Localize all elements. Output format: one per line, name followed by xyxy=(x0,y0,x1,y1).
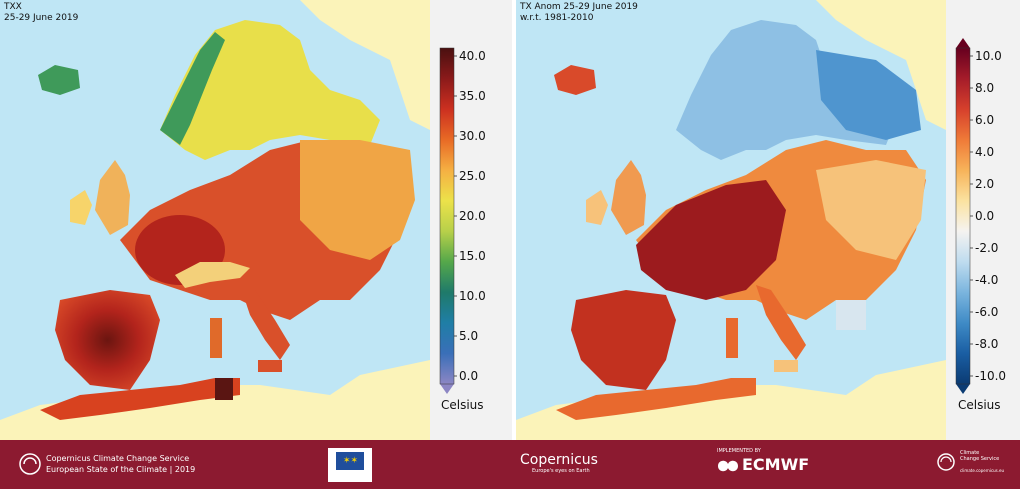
report-name: European State of the Climate | 2019 xyxy=(46,465,196,474)
c3s-label-2: Change Service xyxy=(960,456,1000,462)
tx-anomaly-colorbar-tick-label: -10.0 xyxy=(975,369,1006,383)
txx-map-panel: TXX 25-29 June 2019 40.0 35.0 30.0 25.0 20.0… xyxy=(0,0,512,440)
great-britain xyxy=(95,160,130,235)
c3s-label-1: Climate xyxy=(960,450,980,456)
txx-date: 25-29 June 2019 xyxy=(4,13,79,23)
txx-colorbar-tick-label: 5.0 xyxy=(459,329,478,343)
tx-anomaly-colorbar-tick-label: -8.0 xyxy=(975,337,998,351)
service-name: Copernicus Climate Change Service xyxy=(46,454,190,463)
tx-anomaly-colorbar-tick-label: 6.0 xyxy=(975,113,994,127)
greece-cool xyxy=(836,300,866,330)
tx-anomaly-colorbar-max-extend xyxy=(956,38,970,48)
txx-colorbar-area: 40.0 35.0 30.0 25.0 20.0 15.0 10.0 5.0 0.0 Celsi… xyxy=(430,0,512,440)
ireland xyxy=(70,190,92,225)
txx-colorbar-tick-label: 0.0 xyxy=(459,369,478,383)
north-africa-land xyxy=(40,378,240,420)
tx-anomaly-colorbar-tick-label: 8.0 xyxy=(975,81,994,95)
corsica-sardinia xyxy=(210,318,222,358)
txx-map xyxy=(0,0,430,440)
northwest-russia xyxy=(816,50,921,140)
great-britain xyxy=(611,160,646,235)
iceland xyxy=(554,65,596,95)
iberia xyxy=(571,290,676,390)
eu-commission-logo: ✶✶ xyxy=(328,448,372,482)
txx-colorbar-tick-label: 25.0 xyxy=(459,169,486,183)
copernicus-logo: Copernicus xyxy=(520,452,598,468)
copernicus-tagline: Europe's eyes on Earth xyxy=(532,468,590,474)
eu-flag-icon: ✶✶ xyxy=(336,452,364,470)
tx-anomaly-colorbar-min-extend xyxy=(956,384,970,394)
alps xyxy=(175,262,250,288)
txx-colorbar-min-extend xyxy=(440,384,454,394)
tx-anomaly-colorbar: 10.0 8.0 6.0 4.0 2.0 0.0 -2.0 -4.0 -6.0 -8.0 -10.0 xyxy=(955,38,1006,394)
tx-anomaly-reference: w.r.t. 1981-2010 xyxy=(520,13,594,23)
western-europe-hot xyxy=(636,180,786,300)
ecmwf-logo: ECMWF xyxy=(742,455,810,474)
tx-anomaly-colorbar-area: 10.0 8.0 6.0 4.0 2.0 0.0 -2.0 -4.0 -6.0 -8.0 -10.0… xyxy=(946,0,1020,440)
tx-anomaly-colorbar-tick-label: 10.0 xyxy=(975,49,1002,63)
txx-colorbar-gradient xyxy=(439,47,455,385)
tx-anomaly-colorbar-tick-label: -6.0 xyxy=(975,305,998,319)
tx-anomaly-colorbar-gradient xyxy=(955,47,971,385)
tx-anomaly-colorbar-tick-label: 2.0 xyxy=(975,177,994,191)
c3s-emblem-icon xyxy=(19,453,41,475)
scandinavia xyxy=(676,20,896,160)
tx-anomaly-colorbar-unit: Celsius xyxy=(958,398,1001,412)
txx-colorbar-tick-label: 10.0 xyxy=(459,289,486,303)
north-africa-land xyxy=(556,378,756,420)
tx-anomaly-map xyxy=(516,0,946,440)
norway-coast xyxy=(160,32,225,145)
sicily xyxy=(774,360,798,372)
corsica-sardinia xyxy=(726,318,738,358)
ireland xyxy=(586,190,608,225)
tx-anomaly-colorbar-tick-label: 0.0 xyxy=(975,209,994,223)
north-africa-hotspot xyxy=(215,378,233,400)
italy xyxy=(756,285,806,360)
outside-land xyxy=(300,0,430,130)
txx-colorbar-unit: Celsius xyxy=(441,398,484,412)
tx-anomaly-colorbar-tick-label: 4.0 xyxy=(975,145,994,159)
txx-colorbar-tick-label: 20.0 xyxy=(459,209,486,223)
sicily xyxy=(258,360,282,372)
c3s-url: climate.copernicus.eu xyxy=(960,468,1005,473)
tx-anomaly-colorbar-tick-label: -4.0 xyxy=(975,273,998,287)
txx-colorbar-tick-label: 15.0 xyxy=(459,249,486,263)
iceland xyxy=(38,65,80,95)
iberia xyxy=(55,290,160,390)
tx-anomaly-map-panel: TX Anom 25-29 June 2019 w.r.t. 1981-2010… xyxy=(516,0,1020,440)
tx-anomaly-colorbar-tick-label: -2.0 xyxy=(975,241,998,255)
txx-colorbar-tick-label: 30.0 xyxy=(459,129,486,143)
eastern-europe xyxy=(300,140,415,260)
footer-banner: Copernicus Climate Change Service Europe… xyxy=(0,440,1020,489)
ecmwf-symbol-icon xyxy=(718,460,738,472)
c3s-logo-icon xyxy=(937,453,955,471)
tx-anomaly-title: TX Anom 25-29 June 2019 xyxy=(520,2,638,12)
italy xyxy=(240,285,290,360)
txx-colorbar-tick-label: 40.0 xyxy=(459,49,486,63)
outside-land xyxy=(816,0,946,130)
eastern-europe xyxy=(816,160,926,260)
txx-colorbar: 40.0 35.0 30.0 25.0 20.0 15.0 10.0 5.0 0.0 xyxy=(439,47,486,394)
outside-land-africa xyxy=(516,360,946,440)
implemented-by-label: IMPLEMENTED BY xyxy=(717,448,761,454)
txx-colorbar-tick-label: 35.0 xyxy=(459,89,486,103)
txx-title: TXX xyxy=(4,2,22,12)
